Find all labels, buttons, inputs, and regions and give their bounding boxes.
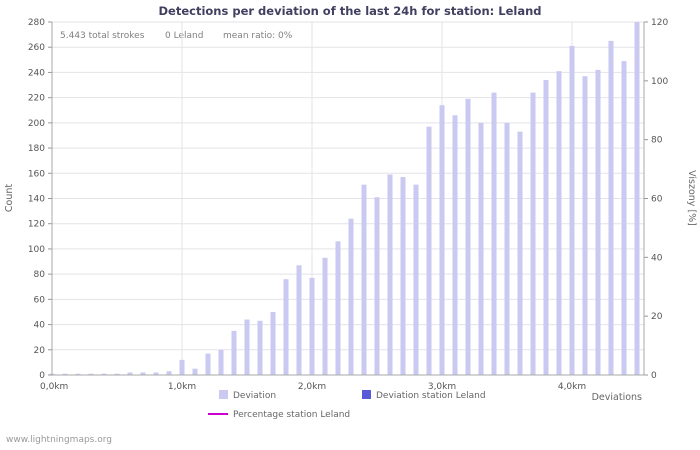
svg-text:100: 100 xyxy=(28,245,45,255)
bar xyxy=(218,349,224,375)
legend-label-station: Deviation station Leland xyxy=(376,391,486,401)
bar xyxy=(582,76,588,375)
bar xyxy=(556,71,562,376)
svg-text:4,0km: 4,0km xyxy=(558,382,586,392)
bar xyxy=(504,122,510,375)
legend-swatch-deviation xyxy=(219,390,228,399)
bar xyxy=(439,105,445,375)
bar xyxy=(335,241,341,375)
y-axis-label-left: Count xyxy=(4,184,15,212)
bar xyxy=(465,98,471,376)
mean-ratio-annotation: mean ratio: 0% xyxy=(223,31,293,41)
bar xyxy=(374,197,380,375)
svg-text:80: 80 xyxy=(651,136,663,146)
bar xyxy=(478,122,484,375)
x-axis-label: Deviations xyxy=(592,392,642,403)
svg-text:40: 40 xyxy=(651,253,663,263)
svg-text:0,0km: 0,0km xyxy=(40,382,68,392)
svg-text:100: 100 xyxy=(651,77,668,87)
bar xyxy=(569,45,575,375)
bar xyxy=(491,92,497,375)
svg-text:200: 200 xyxy=(28,119,45,129)
svg-text:3,0km: 3,0km xyxy=(428,382,456,392)
bar xyxy=(179,359,185,375)
svg-text:1,0km: 1,0km xyxy=(168,382,196,392)
bar xyxy=(257,320,263,375)
axis-ticks: 0204060801001201401601802002202402602800… xyxy=(28,18,669,392)
svg-text:20: 20 xyxy=(34,346,46,356)
svg-text:40: 40 xyxy=(34,321,46,331)
svg-text:280: 280 xyxy=(28,18,45,28)
legend-label-percentage: Percentage station Leland xyxy=(233,410,350,420)
bar xyxy=(634,22,640,375)
bar xyxy=(400,177,406,375)
bar xyxy=(140,372,146,375)
bar xyxy=(595,69,601,376)
bar xyxy=(348,218,354,375)
svg-text:260: 260 xyxy=(28,43,45,53)
bar xyxy=(166,371,172,375)
svg-text:60: 60 xyxy=(34,295,46,305)
bar xyxy=(127,372,133,375)
svg-text:2,0km: 2,0km xyxy=(298,382,326,392)
bar xyxy=(426,126,432,375)
bar xyxy=(361,184,367,375)
bar xyxy=(270,311,276,375)
bar xyxy=(62,373,68,375)
total-strokes-annotation: 5.443 total strokes xyxy=(60,31,145,41)
bar xyxy=(543,79,549,375)
bar xyxy=(75,373,81,375)
bar xyxy=(517,131,523,375)
bar xyxy=(283,279,289,375)
svg-text:0: 0 xyxy=(651,371,657,381)
svg-text:120: 120 xyxy=(28,220,45,230)
legend-label-deviation: Deviation xyxy=(233,391,276,401)
bar xyxy=(114,373,120,375)
svg-text:180: 180 xyxy=(28,144,45,154)
bar xyxy=(205,353,211,375)
chart-title: Detections per deviation of the last 24h… xyxy=(159,4,542,18)
bar xyxy=(296,265,302,375)
svg-text:120: 120 xyxy=(651,18,668,28)
gridlines xyxy=(52,21,644,375)
bar xyxy=(88,373,94,375)
bar-series xyxy=(49,22,640,376)
bar xyxy=(530,92,536,375)
bar xyxy=(387,174,393,375)
bar xyxy=(101,373,107,375)
svg-text:140: 140 xyxy=(28,195,45,205)
legend: Deviation Deviation station Leland Perce… xyxy=(208,390,486,420)
bar xyxy=(192,368,198,375)
bar xyxy=(244,319,250,375)
bar xyxy=(608,40,614,376)
bar xyxy=(621,61,627,375)
y-axis-label-right: Viszony [%] xyxy=(686,170,697,226)
station-count-annotation: 0 Leland xyxy=(165,31,203,41)
svg-text:20: 20 xyxy=(651,312,663,322)
svg-text:160: 160 xyxy=(28,169,45,179)
svg-text:60: 60 xyxy=(651,195,663,205)
svg-text:220: 220 xyxy=(28,94,45,104)
site-watermark: www.lightningmaps.org xyxy=(6,435,112,445)
svg-text:80: 80 xyxy=(34,270,46,280)
svg-text:240: 240 xyxy=(28,68,45,78)
legend-swatch-station xyxy=(362,390,371,399)
bar xyxy=(309,277,315,375)
bar xyxy=(322,257,328,375)
bar xyxy=(413,184,419,375)
bar xyxy=(452,115,458,376)
bar xyxy=(231,330,237,375)
svg-text:0: 0 xyxy=(39,371,45,381)
bar xyxy=(153,372,159,375)
